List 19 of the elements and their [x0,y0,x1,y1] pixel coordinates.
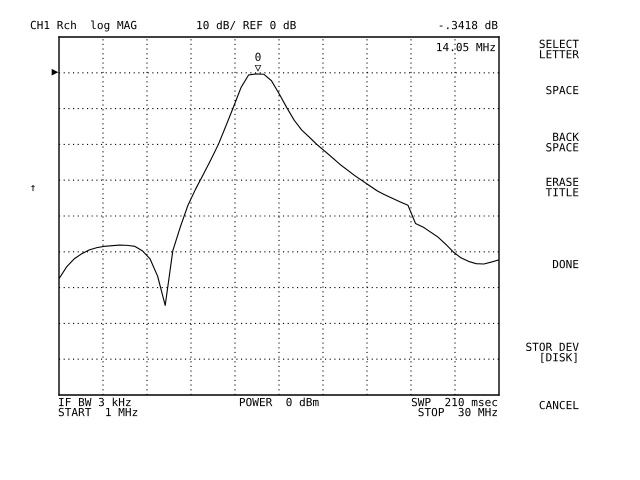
text: 10 dB/ REF 0 dB [197,20,296,30]
text: IF BW 3 kHz [59,398,131,406]
text: BACK SPACE [546,132,579,152]
text: DONE [552,260,578,268]
text: ↑ [31,185,35,192]
text: 14.05 MHz [437,42,495,52]
text: STOP 30 MHz [418,408,497,416]
text: ▶ [52,68,58,76]
text: SWP 210 msec [412,398,498,406]
text: 0 ▽ [254,52,262,72]
text: POWER 0 dBm [240,398,319,406]
text: START 1 MHz [58,408,138,416]
text: STOR DEV [DISK] [526,342,579,363]
text: ERASE TITLE [546,178,578,196]
text: -.3418 dB [440,20,498,30]
text: SELECT LETTER [540,40,579,58]
text: CH1 Rch log MAG [30,20,136,32]
text: CANCEL [540,400,578,410]
text: SPACE [546,86,578,94]
